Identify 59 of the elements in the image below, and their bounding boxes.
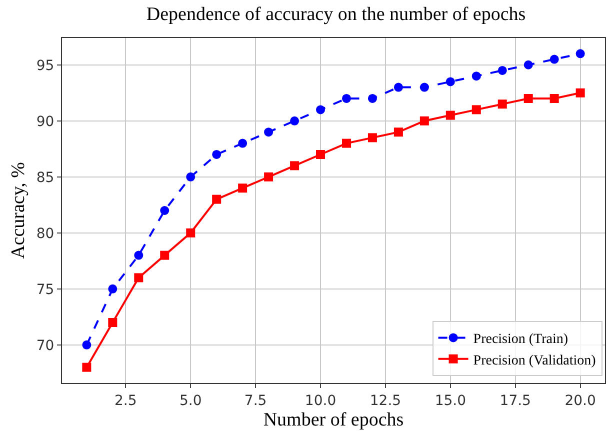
x-tick-label: 5.0 bbox=[179, 392, 202, 409]
x-tick-label: 10.0 bbox=[304, 392, 336, 409]
point bbox=[290, 116, 300, 126]
point bbox=[524, 60, 533, 70]
point bbox=[186, 172, 196, 182]
point bbox=[472, 72, 481, 81]
point bbox=[550, 54, 559, 64]
point bbox=[342, 138, 351, 148]
chart-title: Dependence of accuracy on the number of epochs bbox=[146, 4, 526, 25]
y-axis-title: Accuracy, % bbox=[8, 162, 30, 259]
point bbox=[316, 105, 326, 114]
x-tick-label: 20.0 bbox=[564, 392, 596, 409]
point bbox=[238, 138, 248, 148]
point bbox=[394, 82, 403, 92]
point bbox=[368, 94, 377, 103]
point bbox=[82, 340, 92, 350]
point bbox=[160, 250, 170, 260]
point bbox=[160, 206, 170, 215]
point bbox=[446, 110, 455, 120]
point bbox=[576, 88, 585, 98]
point bbox=[290, 161, 300, 170]
point bbox=[420, 82, 429, 92]
y-tick-label: 90 bbox=[36, 114, 54, 130]
point bbox=[238, 184, 248, 193]
point bbox=[342, 94, 351, 103]
y-tick-label: 85 bbox=[36, 170, 54, 186]
point bbox=[472, 105, 481, 114]
point bbox=[524, 94, 533, 103]
y-tick-label: 95 bbox=[36, 58, 54, 74]
y-tick-label: 80 bbox=[36, 226, 54, 242]
point bbox=[134, 273, 144, 282]
legend-label: Precision (Validation) bbox=[473, 353, 596, 368]
y-tick-label: 70 bbox=[36, 338, 54, 354]
x-tick-label: 15.0 bbox=[434, 392, 466, 409]
x-tick-label: 2.5 bbox=[114, 392, 137, 409]
point bbox=[82, 362, 92, 372]
x-tick-label: 17.5 bbox=[500, 392, 531, 409]
x-axis-title: Number of epochs bbox=[263, 410, 404, 431]
point bbox=[316, 150, 326, 159]
point bbox=[264, 128, 274, 137]
point bbox=[212, 150, 222, 159]
point bbox=[264, 172, 274, 182]
point bbox=[498, 66, 507, 75]
point bbox=[446, 77, 455, 86]
x-tick-label: 12.5 bbox=[370, 392, 402, 409]
point bbox=[576, 49, 585, 58]
x-tick-label: 7.5 bbox=[244, 392, 267, 409]
legend-label: Precision (Train) bbox=[473, 332, 568, 348]
point bbox=[368, 133, 377, 142]
point bbox=[186, 228, 196, 238]
point bbox=[550, 94, 559, 103]
point bbox=[134, 250, 144, 260]
y-tick-label: 75 bbox=[36, 282, 54, 298]
point bbox=[108, 318, 118, 328]
point bbox=[394, 128, 403, 137]
point bbox=[498, 100, 507, 109]
point bbox=[108, 284, 118, 294]
point bbox=[212, 194, 222, 204]
point bbox=[420, 116, 429, 126]
